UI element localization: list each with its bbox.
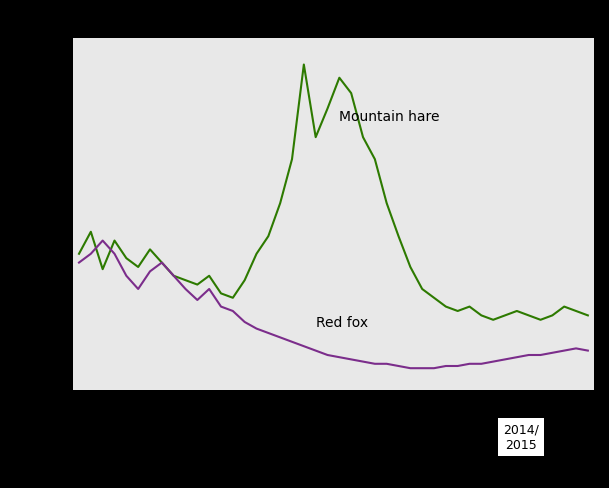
Text: Mountain hare: Mountain hare [339, 109, 440, 123]
Text: 2014/
2015: 2014/ 2015 [503, 423, 538, 451]
Text: Red fox: Red fox [315, 315, 368, 329]
